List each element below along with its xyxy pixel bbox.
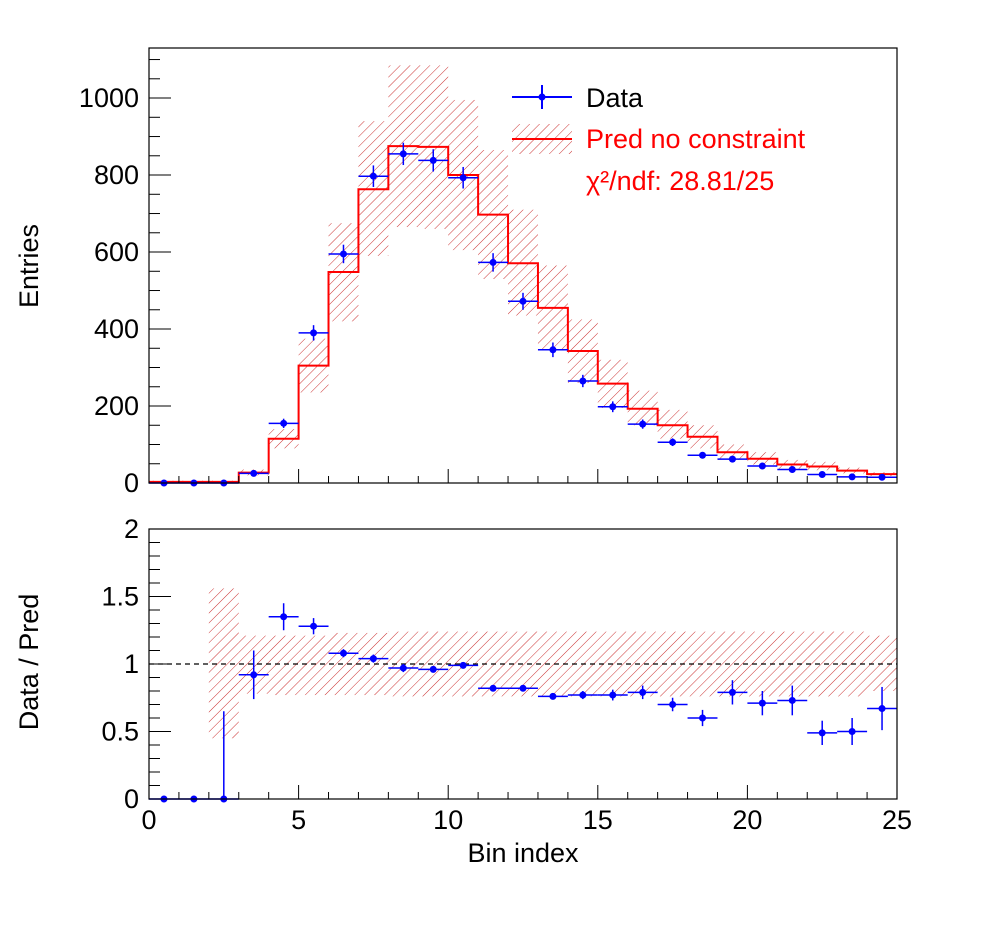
ratio-y-tick-label: 0.5 <box>101 717 139 747</box>
data-points <box>149 142 897 487</box>
ratio-point <box>747 691 778 716</box>
x-axis-label: Bin index <box>467 838 579 868</box>
ratio-point <box>448 661 479 669</box>
x-tick-label: 20 <box>732 805 762 835</box>
ratio-band-bin <box>537 631 568 697</box>
ratio-band-bin <box>807 631 838 697</box>
x-tick-label: 15 <box>583 805 613 835</box>
data-point <box>627 419 658 429</box>
ratio-x-axis: 0 5 10 15 20 25 <box>141 785 912 835</box>
ratio-point <box>388 664 419 673</box>
x-tick-label: 25 <box>882 805 912 835</box>
ratio-point <box>717 680 748 705</box>
x-tick-label: 5 <box>291 805 306 835</box>
ratio-point <box>687 709 718 727</box>
legend-data-marker <box>538 93 546 101</box>
top-y-tick-label: 800 <box>94 160 139 190</box>
legend-data-label: Data <box>586 83 644 113</box>
legend-pred-label: Pred no constraint <box>586 124 806 154</box>
data-point <box>358 165 389 187</box>
ratio-point <box>627 685 658 700</box>
data-point <box>537 342 568 358</box>
ratio-y-axis-label: Data / Pred <box>14 594 44 731</box>
data-point <box>597 401 628 413</box>
ratio-y-tick-label: 2 <box>124 514 139 544</box>
top-y-tick-label: 600 <box>94 237 139 267</box>
legend-entry-data: Data <box>512 83 644 113</box>
ratio-band-bin <box>268 635 299 696</box>
top-y-tick-label: 1000 <box>79 83 139 113</box>
ratio-point <box>777 685 808 716</box>
top-y-axis-label: Entries <box>14 224 44 308</box>
ratio-band-bin <box>298 635 329 696</box>
ratio-y-tick-label: 0 <box>124 784 139 814</box>
data-point <box>508 292 538 310</box>
data-point <box>268 418 299 428</box>
data-point <box>478 253 509 272</box>
top-y-tick-label: 400 <box>94 314 139 344</box>
data-point <box>807 471 838 479</box>
x-tick-label: 0 <box>141 805 156 835</box>
ratio-point <box>418 665 449 673</box>
data-point <box>448 166 479 189</box>
top-panel: 0 200 400 600 800 1000 Entries Data Pred no c… <box>14 47 898 498</box>
ratio-point <box>328 649 359 658</box>
legend: Data Pred no constraint χ²/ndf: 28.81/25 <box>512 83 806 196</box>
ratio-point <box>567 691 598 700</box>
data-point <box>567 374 598 388</box>
ratio-panel: 0 0.5 1 1.5 2 0 5 10 15 20 25 Data / Pred Bin ind… <box>14 514 912 868</box>
ratio-point <box>268 603 299 631</box>
ratio-band-bin <box>867 635 897 691</box>
data-point <box>747 462 778 470</box>
ratio-point <box>508 684 538 692</box>
x-tick-label: 10 <box>433 805 463 835</box>
data-point <box>867 473 897 481</box>
ratio-y-tick-label: 1.5 <box>101 582 139 612</box>
ratio-point <box>867 686 897 731</box>
ratio-point <box>657 697 688 712</box>
ratio-point <box>298 618 329 635</box>
ratio-point <box>358 654 389 663</box>
legend-chi2-label: χ²/ndf: 28.81/25 <box>586 166 774 196</box>
prediction-histogram-line <box>149 145 897 483</box>
ratio-point <box>807 720 838 745</box>
data-point <box>388 142 419 166</box>
data-point <box>418 149 449 172</box>
ratio-point <box>238 650 269 700</box>
top-plot-frame <box>148 47 898 484</box>
ratio-y-axis: 0 0.5 1 1.5 2 <box>101 514 171 814</box>
ratio-point <box>478 684 509 692</box>
top-x-axis-ticks <box>148 469 898 483</box>
data-point <box>238 469 269 477</box>
top-y-tick-label: 200 <box>94 391 139 421</box>
legend-entry-prediction: Pred no constraint <box>512 124 806 154</box>
data-point <box>837 473 868 481</box>
data-point <box>657 438 688 447</box>
ratio-point <box>537 692 568 700</box>
data-point <box>777 466 808 474</box>
top-y-tick-label: 0 <box>124 468 139 498</box>
top-y-axis: 0 200 400 600 800 1000 <box>79 59 171 498</box>
data-point <box>717 455 748 463</box>
data-point <box>298 325 329 341</box>
ratio-uncertainty-band <box>208 588 897 739</box>
data-point <box>687 451 718 459</box>
ratio-y-tick-label: 1 <box>124 649 139 679</box>
data-point <box>328 244 359 264</box>
ratio-point <box>597 689 628 701</box>
ratio-point <box>837 718 868 745</box>
